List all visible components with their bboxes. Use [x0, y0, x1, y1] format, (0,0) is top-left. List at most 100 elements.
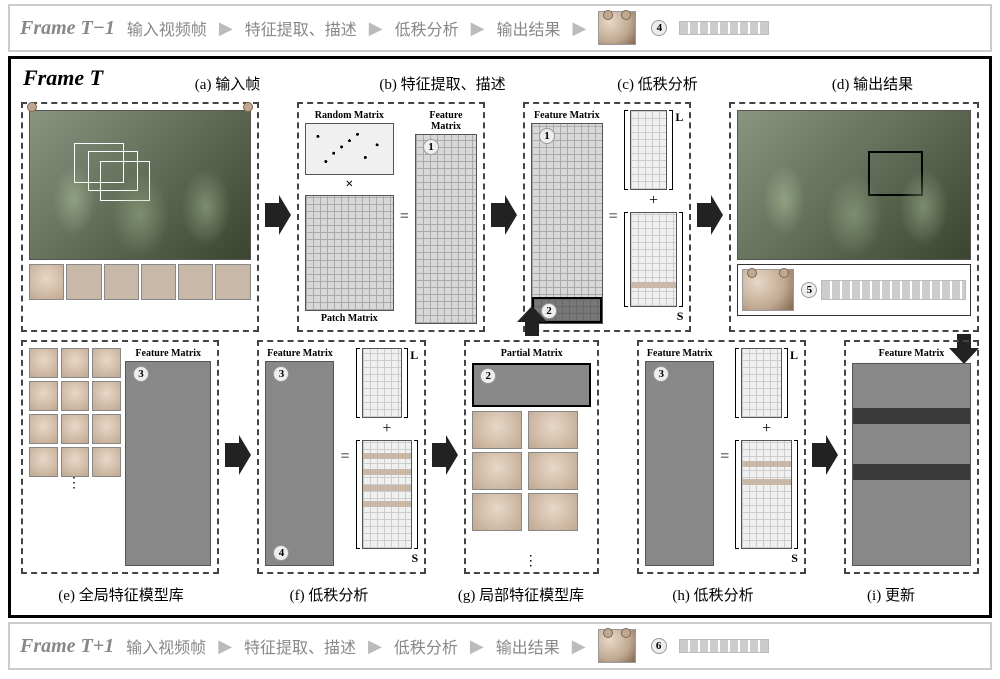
vdots-icon: ⋮	[29, 480, 121, 488]
feature-bar	[679, 21, 769, 35]
S-label: S	[735, 551, 798, 566]
row-2: ⋮ Feature Matrix 3 Feature Matrix	[21, 340, 979, 574]
plus-icon: +	[380, 420, 393, 438]
pill-marker: 3	[133, 366, 149, 382]
row1-labels: (a) 输入帧 (b) 特征提取、描述 (c) 低秩分析 (d) 输出结果	[121, 73, 979, 94]
arrow-right-icon	[812, 435, 838, 480]
panel-h-lowrank: Feature Matrix 3 = L + S	[637, 340, 806, 574]
arrow-right-icon: ▶	[470, 636, 484, 657]
partial-matrix: 2	[472, 363, 591, 407]
times-icon: ×	[345, 177, 353, 193]
plant-image-output	[737, 110, 971, 260]
pill-marker: 4	[651, 20, 667, 36]
label-i: (i) 更新	[821, 584, 961, 605]
arrow-right-icon	[265, 195, 291, 240]
label-e: (e) 全局特征模型库	[21, 584, 221, 605]
plus-icon: +	[647, 192, 660, 210]
equals-icon: =	[398, 208, 411, 226]
panel-b-feature-extract: Random Matrix × Patch Matrix = Feature M…	[297, 102, 485, 332]
strip-next-step: 输出结果	[496, 634, 560, 658]
pill-marker: 1	[423, 139, 439, 155]
patch-row	[29, 264, 251, 300]
arrow-right-icon	[491, 195, 517, 240]
L-matrix	[741, 348, 782, 418]
bear-template-grid	[29, 348, 121, 477]
S-matrix	[362, 440, 413, 549]
output-thumb-bear	[598, 11, 636, 45]
label-d: (d) 输出结果	[770, 73, 975, 94]
feature-matrix-f: 3 4	[265, 361, 334, 566]
panel-a-input-frame	[21, 102, 259, 332]
L-label: L	[675, 110, 683, 190]
partial-matrix-label: Partial Matrix	[472, 348, 591, 359]
plant-image	[29, 110, 251, 260]
strip-prev-frame: Frame T−1 输入视频帧 ▶ 特征提取、描述 ▶ 低秩分析 ▶ 输出结果 …	[8, 4, 992, 52]
feature-matrix-label: Feature Matrix	[852, 348, 971, 359]
arrow-right-icon: ▶	[572, 636, 586, 657]
feature-bar	[679, 639, 769, 653]
feature-matrix-b: 1	[415, 134, 477, 324]
candidate-boxes	[70, 141, 160, 211]
label-c: (c) 低秩分析	[555, 73, 760, 94]
panel-d-output: 5	[729, 102, 979, 332]
arrow-right-icon	[225, 435, 251, 480]
pill-marker: 5	[801, 282, 817, 298]
target-box	[868, 151, 923, 196]
strip-prev-title: Frame T−1	[20, 17, 115, 40]
L-matrix	[362, 348, 403, 418]
panel-g-local-lib: Partial Matrix 2 ⋮	[464, 340, 599, 574]
panel-e-global-lib: ⋮ Feature Matrix 3	[21, 340, 219, 574]
strip-next-step: 输入视频帧	[126, 634, 206, 658]
equals-icon: =	[338, 448, 351, 466]
feature-matrix-label: Feature Matrix	[125, 348, 211, 359]
arrow-right-icon: ▶	[219, 18, 233, 39]
random-matrix-label: Random Matrix	[305, 110, 394, 121]
feature-matrix-label: Feature Matrix	[645, 348, 714, 359]
frame-t-main: Frame T (a) 输入帧 (b) 特征提取、描述 (c) 低秩分析 (d)…	[8, 56, 992, 618]
arrow-right-icon: ▶	[369, 18, 383, 39]
feature-matrix-i	[852, 363, 971, 566]
equals-icon: =	[718, 448, 731, 466]
arrow-right-icon: ▶	[471, 18, 485, 39]
strip-prev-step: 特征提取、描述	[245, 16, 357, 40]
vdots-icon: ⋮	[472, 558, 591, 566]
feature-matrix-label: Feature Matrix	[531, 110, 603, 121]
S-label: S	[356, 551, 419, 566]
feature-matrix-label: Feature Matrix	[265, 348, 334, 359]
S-matrix	[741, 440, 792, 549]
arrow-right-icon	[432, 435, 458, 480]
S-matrix	[630, 212, 678, 307]
arrow-right-icon	[697, 195, 723, 240]
frame-t-title: Frame T	[23, 65, 103, 91]
pill-marker: 4	[273, 545, 289, 561]
patch-matrix	[305, 195, 394, 311]
feature-matrix-label: Feature Matrix	[415, 110, 477, 132]
feature-matrix-c: 1 2	[531, 123, 603, 324]
pill-marker: 3	[273, 366, 289, 382]
local-template-col	[528, 411, 578, 554]
arrow-right-icon: ▶	[573, 18, 587, 39]
strip-prev-step: 输入视频帧	[127, 16, 207, 40]
L-label: L	[410, 348, 418, 418]
strip-next-step: 低秩分析	[394, 634, 458, 658]
feature-matrix-h: 3	[645, 361, 714, 566]
local-template-col	[472, 411, 522, 554]
panel-c-lowrank: Feature Matrix 1 2 = L + S	[523, 102, 691, 332]
random-matrix	[305, 123, 394, 175]
label-f: (f) 低秩分析	[229, 584, 429, 605]
panel-i-update: Feature Matrix	[844, 340, 979, 574]
row2-labels: (e) 全局特征模型库 (f) 低秩分析 (g) 局部特征模型库 (h) 低秩分…	[21, 584, 979, 605]
pill-marker: 2	[480, 368, 496, 384]
strip-prev-step: 输出结果	[496, 16, 560, 40]
label-g: (g) 局部特征模型库	[437, 584, 605, 605]
label-h: (h) 低秩分析	[613, 584, 813, 605]
strip-prev-step: 低秩分析	[395, 16, 459, 40]
arrow-right-icon: ▶	[218, 636, 232, 657]
strip-next-title: Frame T+1	[20, 635, 114, 658]
row-1: Random Matrix × Patch Matrix = Feature M…	[21, 102, 979, 332]
label-a: (a) 输入帧	[125, 73, 330, 94]
arrow-up-icon	[517, 306, 547, 336]
output-thumb-bear	[598, 629, 636, 663]
feature-matrix-e: 3	[125, 361, 211, 566]
pill-marker: 3	[653, 366, 669, 382]
